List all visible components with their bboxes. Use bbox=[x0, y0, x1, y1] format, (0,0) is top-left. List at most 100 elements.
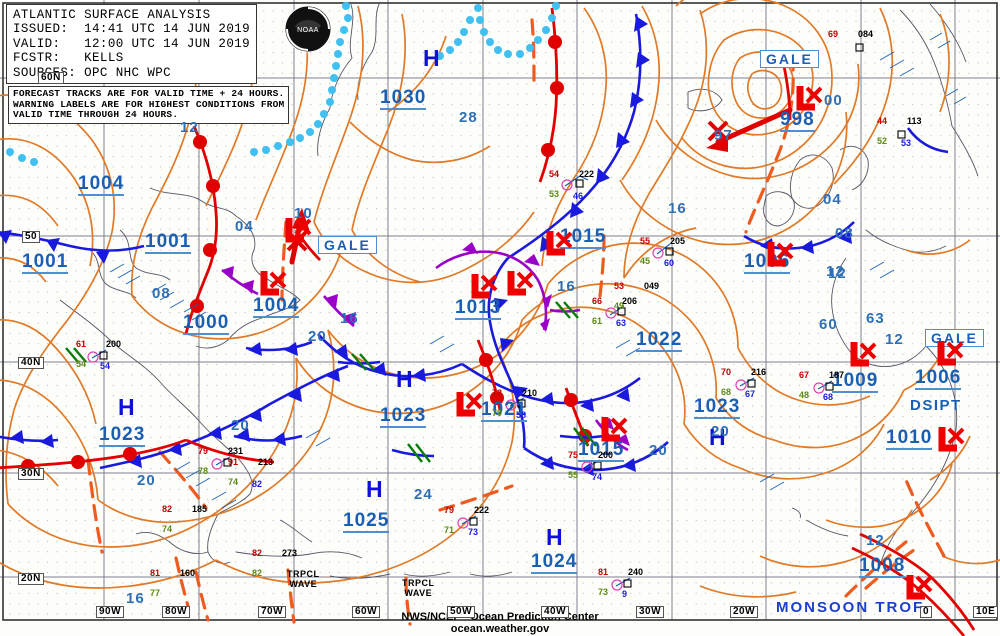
station-visibility: 68 bbox=[823, 392, 834, 402]
station-temperature: 70 bbox=[721, 367, 732, 377]
station-dewpoint: 70 bbox=[492, 408, 503, 418]
station-plot-4: 73 210 70 58 bbox=[492, 389, 554, 423]
low-center-marker-7 bbox=[795, 83, 825, 117]
pressure-value-19: 1006 bbox=[915, 367, 962, 390]
station-temperature: 66 bbox=[592, 296, 603, 306]
cold-fronts bbox=[0, 13, 949, 476]
pressure-value-18: 1009 bbox=[832, 370, 879, 393]
isobar-label-11: 16 bbox=[668, 200, 687, 217]
pressure-value-16: 1024 bbox=[531, 551, 578, 574]
stationary-fronts bbox=[65, 301, 605, 463]
low-center-marker-5 bbox=[455, 389, 485, 423]
note-line-1: FORECAST TRACKS ARE FOR VALID TIME + 24 … bbox=[13, 88, 285, 99]
station-symbols bbox=[87, 32, 967, 591]
lat-label-3: 30N bbox=[18, 468, 44, 480]
station-visibility: 82 bbox=[252, 479, 263, 489]
isobar-label-18: 24 bbox=[414, 486, 433, 503]
station-temperature: 44 bbox=[877, 116, 888, 126]
isobar-label-0: 28 bbox=[459, 109, 478, 126]
station-plot-5: 75 200 55 74 bbox=[568, 451, 630, 485]
occluded-pips bbox=[222, 242, 630, 446]
pressure-value-13: 1015 bbox=[578, 439, 625, 462]
station-plot-12: 81 160 77 bbox=[150, 569, 212, 603]
isobar-label-3: 10 bbox=[294, 205, 313, 222]
station-pressure: 231 bbox=[228, 446, 244, 456]
isobar-label-21: 12 bbox=[828, 265, 847, 282]
station-plot-1: 55 205 45 60 bbox=[640, 237, 702, 271]
station-plot-0: 54 222 53 46 bbox=[549, 170, 611, 204]
station-temperature: 55 bbox=[640, 236, 651, 246]
note-line-3: VALID TIME THROUGH 24 HOURS. bbox=[13, 109, 179, 121]
station-pressure: 210 bbox=[522, 388, 538, 398]
station-visibility: 53 bbox=[901, 138, 912, 148]
lon-label-2: 70W bbox=[258, 606, 287, 618]
high-center-marker-17: H bbox=[709, 424, 726, 450]
lon-label-3: 60W bbox=[352, 606, 381, 618]
station-dewpoint: 54 bbox=[76, 359, 87, 369]
warm-fronts bbox=[0, 7, 976, 636]
station-visibility: 73 bbox=[468, 527, 479, 537]
low-center-marker-0 bbox=[284, 215, 314, 249]
isobar-label-15: 20 bbox=[137, 472, 156, 489]
high-center-marker-0: H bbox=[423, 45, 440, 71]
isobar-label-24: 63 bbox=[866, 310, 885, 327]
issued-line: ISSUED: 14:41 UTC 14 JUN 2019 bbox=[13, 22, 251, 37]
coastlines bbox=[59, 1, 979, 579]
title-box: ATLANTIC SURFACE ANALYSIS ISSUED: 14:41 … bbox=[6, 4, 258, 85]
station-temperature: 54 bbox=[549, 169, 560, 179]
station-temperature: 75 bbox=[568, 450, 579, 460]
lat-label-4: 20N bbox=[18, 573, 44, 585]
station-temperature: 81 bbox=[598, 567, 609, 577]
station-dewpoint: 52 bbox=[877, 136, 888, 146]
station-temperature: 82 bbox=[162, 504, 173, 514]
station-temperature: 61 bbox=[76, 339, 87, 349]
lat-label-1: 50 bbox=[22, 231, 41, 243]
station-plot-9: 79 231 78 bbox=[198, 447, 260, 481]
stationary-hatch bbox=[65, 301, 597, 463]
station-dewpoint: 61 bbox=[592, 316, 603, 326]
station-visibility: 67 bbox=[745, 389, 756, 399]
pressure-value-5: 1004 bbox=[253, 295, 300, 318]
lon-label-7: 20W bbox=[730, 606, 759, 618]
station-visibility: 58 bbox=[516, 410, 527, 420]
low-center-marker-3 bbox=[506, 268, 536, 302]
station-dewpoint: 55 bbox=[568, 470, 579, 480]
tropical-wave-label-1: TRPCL WAVE bbox=[287, 569, 320, 589]
pressure-value-11: 1023 bbox=[380, 405, 427, 428]
warm-front-bumps bbox=[21, 35, 592, 473]
isobar-label-9: 08 bbox=[835, 225, 854, 242]
station-pressure: 113 bbox=[907, 116, 922, 126]
station-temperature: 73 bbox=[492, 388, 503, 398]
tropical-wave-label-2: TRPCL WAVE bbox=[402, 578, 435, 598]
tropical-wave-line: WAVE bbox=[404, 588, 433, 598]
station-dewpoint: 74 bbox=[162, 524, 173, 534]
tropical-wave-line: WAVE bbox=[289, 579, 318, 589]
high-center-marker-14: H bbox=[118, 394, 135, 420]
station-temperature: 79 bbox=[444, 505, 455, 515]
lon-label-6: 30W bbox=[636, 606, 665, 618]
ice-edge bbox=[6, 2, 560, 166]
lon-label-1: 80W bbox=[162, 606, 191, 618]
station-dewpoint: 68 bbox=[721, 387, 732, 397]
isobar-label-8: 04 bbox=[823, 191, 842, 208]
station-dewpoint: 45 bbox=[640, 256, 651, 266]
lat-label-2: 40N bbox=[18, 357, 44, 369]
isobar-label-14: 20 bbox=[308, 328, 327, 345]
station-pressure: 206 bbox=[622, 296, 638, 306]
lon-label-0: 90W bbox=[96, 606, 125, 618]
pressure-value-1: 1004 bbox=[78, 173, 125, 196]
pressure-value-12: 1021 bbox=[481, 399, 528, 422]
svg-text:NOAA: NOAA bbox=[297, 27, 319, 34]
isobar-label-23: 60 bbox=[819, 316, 838, 333]
isobar-label-4: 16 bbox=[340, 310, 359, 327]
isobar-label-2: 04 bbox=[235, 218, 254, 235]
pressure-value-14: 1023 bbox=[99, 424, 146, 447]
high-center-marker-11: H bbox=[396, 366, 413, 392]
lat-label-0: 60N bbox=[38, 72, 64, 84]
station-dewpoint: 78 bbox=[198, 466, 209, 476]
low-center-marker-9 bbox=[849, 339, 879, 373]
warning-label-gale-0: GALE bbox=[318, 236, 377, 254]
station-temperature: 67 bbox=[799, 370, 810, 380]
station-dewpoint: 71 bbox=[444, 525, 455, 535]
